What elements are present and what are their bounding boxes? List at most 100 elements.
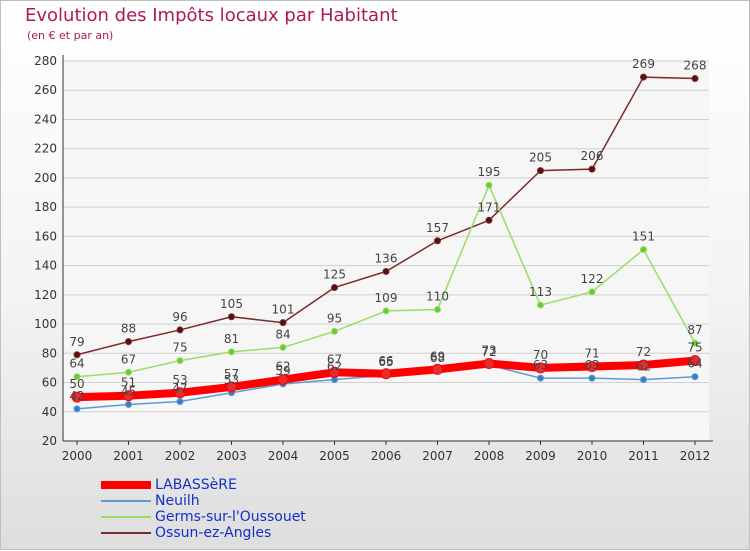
x-tick-label: 2007: [422, 449, 453, 463]
data-point: [434, 305, 441, 313]
data-point: [382, 267, 390, 275]
data-point: [485, 181, 493, 189]
data-point: [331, 284, 338, 292]
legend-swatch: [101, 500, 151, 502]
chart-title: Evolution des Impôts locaux par Habitant: [25, 5, 398, 26]
data-label: 87: [687, 323, 702, 337]
data-label: 42: [69, 389, 84, 403]
legend-item: Germs-sur-l'Oussouet: [101, 509, 306, 525]
data-label: 65: [378, 355, 393, 369]
data-point: [382, 307, 390, 315]
legend-label: Ossun-ez-Angles: [155, 525, 272, 541]
data-label: 64: [687, 357, 702, 371]
data-point: [71, 391, 83, 403]
data-point: [432, 363, 443, 375]
x-tick-label: 2004: [268, 449, 299, 463]
data-point: [638, 359, 649, 371]
data-label: 79: [69, 335, 84, 349]
data-label: 269: [632, 57, 655, 71]
data-point: [537, 301, 544, 309]
legend-swatch: [101, 532, 151, 534]
y-tick-label: 60: [42, 376, 57, 390]
data-label: 136: [375, 251, 398, 265]
data-point: [176, 398, 184, 406]
data-point: [588, 288, 596, 296]
data-point: [588, 165, 596, 173]
y-tick-label: 40: [42, 405, 57, 419]
data-point: [535, 362, 546, 374]
data-point: [588, 374, 596, 382]
legend-item: LABASSèRE: [101, 477, 237, 493]
data-label: 62: [327, 360, 342, 374]
data-point: [73, 405, 81, 413]
data-label: 69: [430, 349, 445, 363]
x-tick-label: 2001: [113, 449, 144, 463]
data-point: [380, 368, 392, 380]
data-point: [125, 368, 132, 376]
data-point: [279, 319, 287, 327]
data-label: 75: [172, 341, 187, 355]
data-point: [691, 339, 699, 347]
data-label: 122: [581, 272, 604, 286]
x-tick-label: 2000: [62, 449, 93, 463]
data-point: [537, 374, 544, 382]
y-tick-label: 140: [34, 259, 57, 273]
data-point: [586, 360, 598, 372]
legend-item: Ossun-ez-Angles: [101, 525, 271, 541]
data-point: [483, 358, 495, 370]
x-tick-label: 2011: [628, 449, 659, 463]
x-tick-label: 2012: [680, 449, 711, 463]
data-label: 47: [172, 382, 187, 396]
data-point: [226, 381, 237, 393]
data-point: [174, 387, 186, 399]
y-tick-label: 80: [42, 346, 57, 360]
data-label: 51: [121, 376, 136, 390]
x-tick-label: 2002: [165, 449, 196, 463]
data-label: 66: [378, 354, 393, 368]
data-point: [279, 343, 287, 351]
data-point: [176, 326, 184, 334]
x-tick-label: 2005: [319, 449, 350, 463]
legend-label: Neuilh: [155, 493, 200, 509]
data-label: 53: [172, 373, 187, 387]
data-point: [691, 373, 699, 381]
y-tick-label: 180: [34, 200, 57, 214]
y-tick-label: 260: [34, 83, 57, 97]
x-tick-label: 2009: [525, 449, 556, 463]
data-label: 72: [636, 345, 651, 359]
data-label: 67: [121, 352, 136, 366]
data-point: [640, 73, 647, 81]
legend-item: Neuilh: [101, 493, 200, 509]
data-label: 75: [687, 341, 702, 355]
data-point: [640, 376, 647, 384]
data-point: [277, 374, 289, 386]
data-point: [640, 246, 647, 254]
data-label: 50: [69, 377, 84, 391]
data-label: 73: [481, 344, 496, 358]
data-label: 84: [275, 327, 290, 341]
data-point: [331, 327, 338, 335]
y-tick-label: 160: [34, 229, 57, 243]
y-tick-label: 240: [34, 112, 57, 126]
data-point: [434, 237, 441, 245]
data-label: 70: [533, 348, 548, 362]
data-label: 59: [275, 364, 290, 378]
data-label: 53: [224, 373, 239, 387]
data-label: 151: [632, 230, 655, 244]
data-label: 62: [636, 360, 651, 374]
data-label: 67: [327, 352, 342, 366]
data-label: 45: [121, 384, 136, 398]
data-label: 125: [323, 268, 346, 282]
data-point: [228, 348, 235, 356]
x-tick-label: 2008: [474, 449, 505, 463]
chart-subtitle: (en € et par an): [27, 29, 114, 42]
data-label: 109: [375, 291, 398, 305]
y-tick-label: 220: [34, 142, 57, 156]
data-label: 195: [478, 165, 501, 179]
data-point: [689, 355, 701, 367]
data-label: 71: [584, 346, 599, 360]
data-label: 72: [481, 345, 496, 359]
data-label: 171: [478, 200, 501, 214]
